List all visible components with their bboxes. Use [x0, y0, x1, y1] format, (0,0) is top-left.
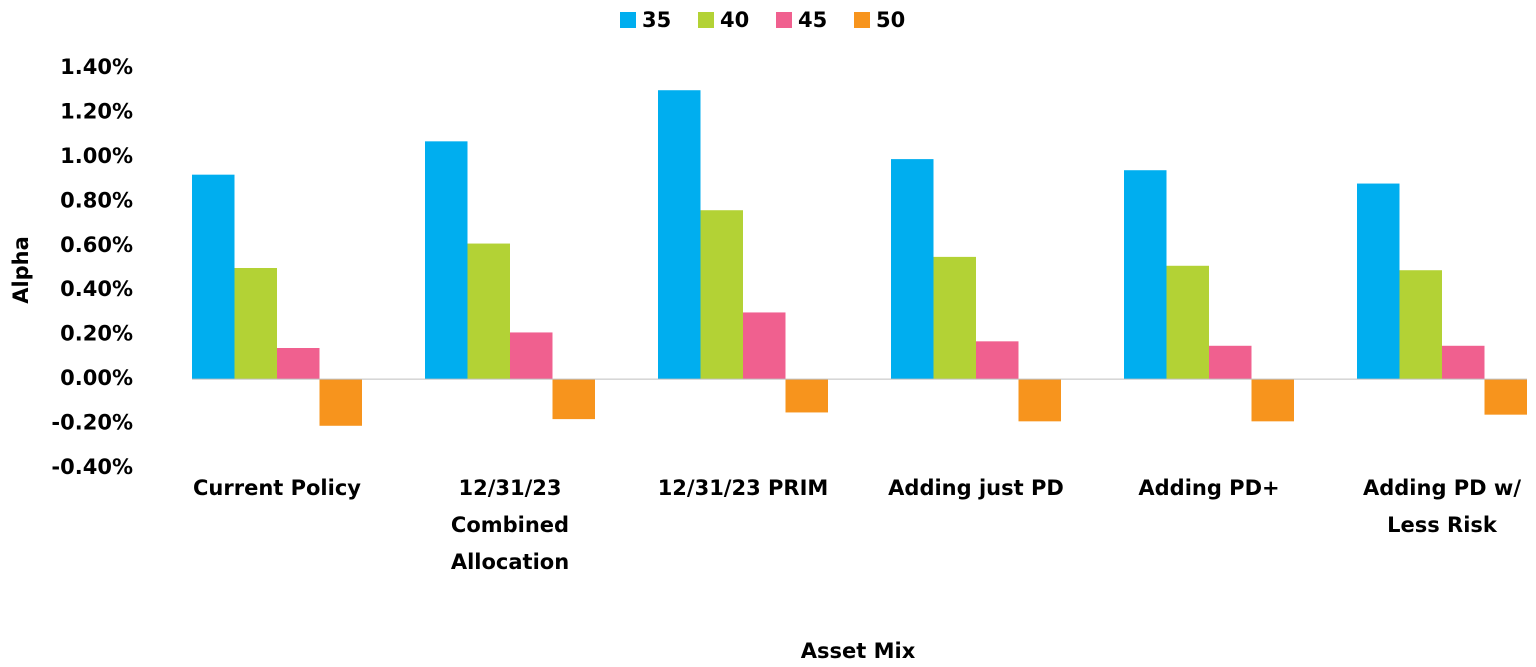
legend-swatch	[776, 12, 792, 28]
y-axis-title: Alpha	[9, 236, 33, 304]
bar	[933, 256, 976, 380]
bar	[510, 332, 553, 380]
legend-swatch	[698, 12, 714, 28]
y-tick-label: 1.00%	[60, 144, 133, 168]
legend-swatch	[854, 12, 870, 28]
bar	[234, 268, 277, 380]
legend-swatch	[620, 12, 636, 28]
y-tick-label: 0.60%	[60, 233, 133, 257]
bar	[1251, 379, 1294, 422]
x-tick-label: 12/31/23 PRIM	[657, 476, 829, 500]
bar	[1442, 345, 1485, 380]
bar	[658, 90, 701, 380]
x-tick-label: Current Policy	[193, 476, 361, 500]
bar	[1357, 183, 1400, 380]
bar	[425, 141, 468, 380]
bar	[1484, 379, 1527, 415]
legend-label: 35	[642, 8, 671, 32]
y-tick-label: 1.20%	[60, 99, 133, 123]
bar	[1124, 170, 1167, 380]
y-tick-label: 1.40%	[60, 55, 133, 79]
y-tick-label: -0.40%	[51, 455, 133, 479]
y-tick-label: -0.20%	[51, 411, 133, 435]
legend-label: 40	[720, 8, 749, 32]
bar	[891, 159, 934, 380]
x-axis-title: Asset Mix	[801, 639, 916, 663]
bar	[467, 243, 510, 380]
bar	[1166, 265, 1209, 380]
bar	[743, 312, 786, 380]
bar	[700, 210, 743, 380]
y-tick-label: 0.40%	[60, 277, 133, 301]
x-tick-label: 12/31/23 Combined Allocation	[450, 476, 570, 574]
y-tick-label: 0.80%	[60, 188, 133, 212]
bar	[277, 348, 320, 380]
bar	[1018, 379, 1061, 422]
legend-label: 50	[876, 8, 905, 32]
x-tick-label: Adding PD w/ Less Risk	[1362, 476, 1521, 537]
bar	[552, 379, 595, 420]
y-tick-label: 0.00%	[60, 366, 133, 390]
x-tick-label: Adding just PD	[888, 476, 1064, 500]
bar	[192, 174, 235, 380]
bar	[785, 379, 828, 413]
bar	[319, 379, 362, 426]
legend-label: 45	[798, 8, 827, 32]
bar	[976, 341, 1019, 380]
bar	[1399, 270, 1442, 380]
x-tick-label: Adding PD+	[1138, 476, 1280, 500]
bar	[1209, 345, 1252, 380]
y-tick-label: 0.20%	[60, 322, 133, 346]
